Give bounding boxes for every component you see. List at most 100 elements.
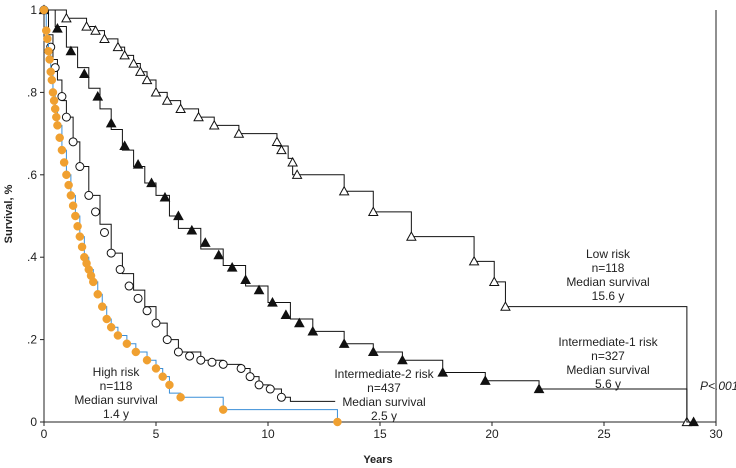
high-marker (39, 5, 49, 15)
y-tick-label: .8 (27, 85, 37, 99)
high-marker (64, 180, 73, 190)
y-tick-label: .6 (27, 168, 37, 182)
low-marker (81, 20, 92, 31)
high-marker (62, 170, 71, 180)
int2-marker (207, 357, 217, 367)
int2-marker (254, 380, 264, 390)
x-axis-title: Years (363, 454, 392, 466)
high-risk-median-label: Median survival (74, 393, 157, 407)
low-marker (161, 95, 173, 105)
low-marker (338, 185, 350, 196)
x-tick-label: 20 (485, 427, 499, 441)
low-marker (488, 276, 500, 287)
int2-series (39, 5, 336, 402)
int2-marker (133, 293, 143, 303)
int1-marker (240, 274, 251, 284)
int1-marker (226, 261, 238, 272)
y-tick-label: .4 (27, 250, 37, 264)
high-risk-name: High risk (93, 365, 141, 379)
low-marker (112, 41, 124, 52)
int2-marker (106, 248, 116, 258)
high-marker (113, 331, 123, 340)
int2-marker (115, 265, 125, 275)
low-risk-name: Low risk (586, 247, 631, 261)
int2-marker (99, 227, 109, 237)
high-marker (93, 290, 103, 299)
high-marker (176, 393, 185, 402)
low-marker (150, 86, 162, 97)
low-marker (175, 103, 186, 113)
int2-marker (142, 306, 152, 316)
low-marker (141, 74, 153, 85)
int2-marker (162, 335, 172, 345)
p-value-label: P<.001 (700, 379, 736, 393)
high-marker (44, 46, 53, 56)
high-marker (52, 112, 61, 122)
int1-marker (397, 354, 408, 365)
int1-marker (533, 383, 545, 394)
int2-marker (84, 190, 94, 200)
high-marker (48, 88, 58, 97)
low-marker (367, 206, 379, 216)
low-risk-n: n=118 (592, 261, 625, 275)
high-marker (43, 34, 52, 44)
int1-marker (186, 224, 198, 235)
int2-marker (245, 372, 255, 382)
high-marker (66, 191, 76, 200)
high-marker (97, 302, 107, 311)
int1-marker (307, 325, 319, 336)
int2-marker (91, 207, 101, 217)
int1-marker (267, 296, 278, 307)
high-marker (89, 277, 98, 287)
x-tick-label: 0 (41, 427, 48, 441)
high-marker (50, 104, 60, 114)
int1-risk-median-value: 5.6 y (595, 377, 621, 391)
int1-marker (479, 375, 491, 385)
high-risk-median-value: 1.4 y (103, 407, 129, 421)
high-marker (333, 417, 342, 427)
low-marker (90, 25, 101, 35)
int2-marker (75, 162, 85, 172)
low-marker (128, 58, 139, 68)
high-risk-n: n=118 (100, 379, 133, 393)
int1-marker (367, 346, 379, 357)
int2-marker (68, 137, 78, 147)
low-marker (406, 231, 417, 241)
x-tick-label: 30 (709, 427, 723, 441)
series-layer (38, 4, 699, 427)
int1-marker (437, 367, 449, 377)
int1-marker (280, 309, 292, 319)
low-marker (276, 144, 287, 155)
x-tick-label: 15 (373, 427, 387, 441)
annotations: Survival, % Years Low risk n=118 Median … (3, 184, 736, 466)
high-marker (142, 355, 152, 365)
int1-risk-median-label: Median survival (566, 363, 649, 377)
high-marker (218, 405, 228, 414)
high-marker (106, 322, 116, 332)
high-marker (41, 26, 51, 35)
int1-marker (688, 416, 699, 427)
int2-marker (151, 318, 161, 328)
int1-marker (92, 90, 104, 101)
low-marker (99, 33, 110, 43)
high-marker (75, 232, 85, 241)
int1-series (38, 4, 699, 427)
int2-marker (265, 384, 275, 394)
int1-marker (213, 249, 225, 260)
high-marker (131, 347, 141, 357)
int2-marker (57, 92, 67, 102)
int1-marker (105, 117, 117, 128)
low-marker (468, 255, 480, 266)
int1-marker (294, 317, 305, 328)
high-marker (73, 222, 82, 231)
low-marker (233, 128, 245, 138)
y-tick-label: 0 (30, 415, 37, 429)
int2-marker (124, 281, 134, 291)
int2-risk-median-label: Median survival (342, 395, 425, 409)
high-marker (71, 211, 80, 221)
high-marker (77, 242, 87, 252)
int1-marker (338, 338, 350, 348)
int1-marker (159, 191, 171, 202)
x-tick-label: 10 (261, 427, 275, 441)
high-marker (46, 67, 55, 77)
